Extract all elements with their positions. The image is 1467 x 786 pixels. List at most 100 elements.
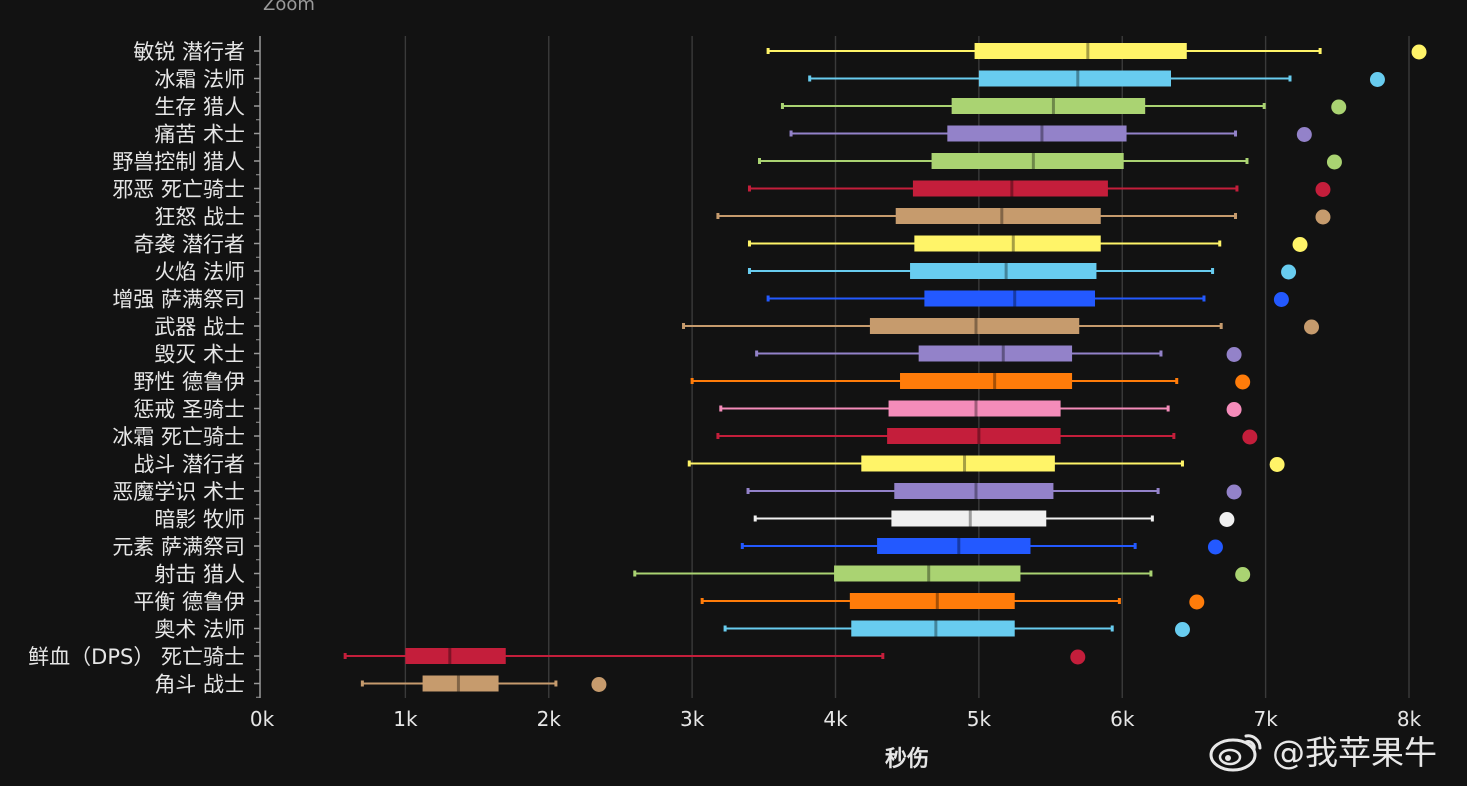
max-point: [1235, 374, 1251, 390]
max-point: [1174, 622, 1190, 637]
max-point: [1296, 127, 1312, 142]
zoom-label[interactable]: Zoom: [263, 0, 315, 15]
iqr-box: [900, 373, 1073, 389]
iqr-box: [851, 620, 1015, 637]
iqr-box: [947, 125, 1127, 142]
x-axis-title: 秒伤: [885, 747, 929, 772]
y-category-label: 冰霜 死亡骑士: [112, 425, 245, 449]
y-category-label: 冰霜 法师: [154, 68, 245, 92]
y-category-label: 平衡 德鲁伊: [133, 590, 245, 614]
iqr-box: [849, 593, 1015, 609]
max-point: [1070, 649, 1086, 665]
y-category-label: 恶魔学识 术士: [112, 480, 245, 504]
box-item: [766, 43, 1427, 60]
x-tick-label: 6k: [1110, 707, 1135, 731]
y-category-label: 鲜血（DPS） 死亡骑士: [28, 645, 245, 669]
x-tick-label: 4k: [823, 707, 848, 731]
max-point: [1281, 264, 1297, 280]
box-item: [716, 428, 1258, 445]
max-point: [1315, 209, 1331, 225]
y-category-label: 奥术 法师: [154, 618, 245, 642]
y-category-label: 野性 德鲁伊: [133, 370, 245, 394]
max-point: [1331, 99, 1347, 115]
box-item: [360, 675, 607, 692]
iqr-box: [914, 235, 1101, 252]
max-point: [1292, 237, 1308, 252]
y-category-label: 元素 萨满祭司: [112, 535, 245, 559]
iqr-box: [887, 428, 1061, 444]
watermark-text: @我苹果牛: [1272, 733, 1437, 772]
box-item: [758, 153, 1342, 170]
box-item: [808, 70, 1385, 87]
box-item: [789, 125, 1312, 142]
y-category-label: 狂怒 战士: [154, 205, 245, 229]
y-category-label: 射击 猎人: [154, 563, 245, 587]
iqr-box: [931, 153, 1124, 169]
x-tick-label: 2k: [537, 707, 562, 731]
box-item: [700, 593, 1205, 610]
y-category-label: 敏锐 潜行者: [133, 40, 245, 64]
grid-lines: [404, 36, 1410, 698]
iqr-box: [869, 318, 1080, 334]
iqr-box: [422, 675, 499, 692]
iqr-box: [861, 455, 1055, 472]
x-tick-label: 1k: [393, 707, 418, 731]
box-item: [747, 235, 1308, 252]
y-category-label: 毁灭 术士: [154, 343, 245, 367]
max-point: [1315, 182, 1331, 197]
iqr-box: [888, 400, 1061, 417]
max-point: [1326, 154, 1342, 170]
box-item: [716, 208, 1331, 225]
max-point: [1189, 594, 1205, 610]
y-category-label: 痛苦 术士: [154, 123, 245, 147]
y-category-label: 生存 猎人: [154, 95, 245, 119]
iqr-box: [895, 208, 1101, 224]
iqr-box: [974, 43, 1187, 59]
box-item: [719, 400, 1242, 417]
y-category-label: 邪恶 死亡骑士: [112, 178, 245, 202]
iqr-box: [834, 565, 1021, 582]
box-item: [690, 373, 1251, 390]
box-item: [687, 455, 1285, 472]
iqr-box: [891, 510, 1047, 527]
iqr-box: [877, 538, 1031, 554]
iqr-box: [978, 70, 1171, 87]
box-item: [740, 538, 1223, 555]
max-point: [1273, 292, 1289, 307]
box-item: [753, 510, 1235, 527]
box-item: [343, 648, 1086, 665]
box-item: [747, 263, 1297, 280]
max-point: [1411, 44, 1427, 60]
y-category-label: 奇袭 潜行者: [133, 233, 245, 257]
y-category-label: 角斗 战士: [154, 673, 245, 697]
max-point: [1226, 347, 1242, 362]
max-point: [1269, 457, 1285, 472]
box-item: [746, 483, 1242, 500]
box-item: [766, 290, 1289, 307]
x-tick-label: 8k: [1397, 707, 1422, 731]
x-tick-label: 5k: [967, 707, 992, 731]
max-point: [1235, 567, 1251, 582]
y-category-label: 增强 萨满祭司: [112, 288, 245, 312]
box-item: [682, 318, 1320, 335]
y-category-label: 惩戒 圣骑士: [133, 398, 245, 422]
box-series: [343, 43, 1427, 692]
iqr-box: [951, 98, 1146, 114]
iqr-box: [910, 263, 1097, 279]
y-category-label: 火焰 法师: [154, 260, 245, 284]
max-point: [1304, 319, 1320, 335]
max-point: [1226, 484, 1242, 500]
iqr-box: [918, 345, 1073, 362]
box-item: [780, 98, 1347, 115]
iqr-box: [912, 180, 1108, 197]
y-category-label: 野兽控制 猎人: [112, 150, 245, 174]
box-item: [633, 565, 1251, 582]
x-tick-label: 3k: [680, 707, 705, 731]
y-category-label: 武器 战士: [154, 315, 245, 339]
max-point: [1207, 539, 1223, 555]
max-point: [1226, 402, 1242, 417]
y-axis: [254, 36, 261, 698]
y-category-label: 暗影 牧师: [154, 508, 245, 532]
